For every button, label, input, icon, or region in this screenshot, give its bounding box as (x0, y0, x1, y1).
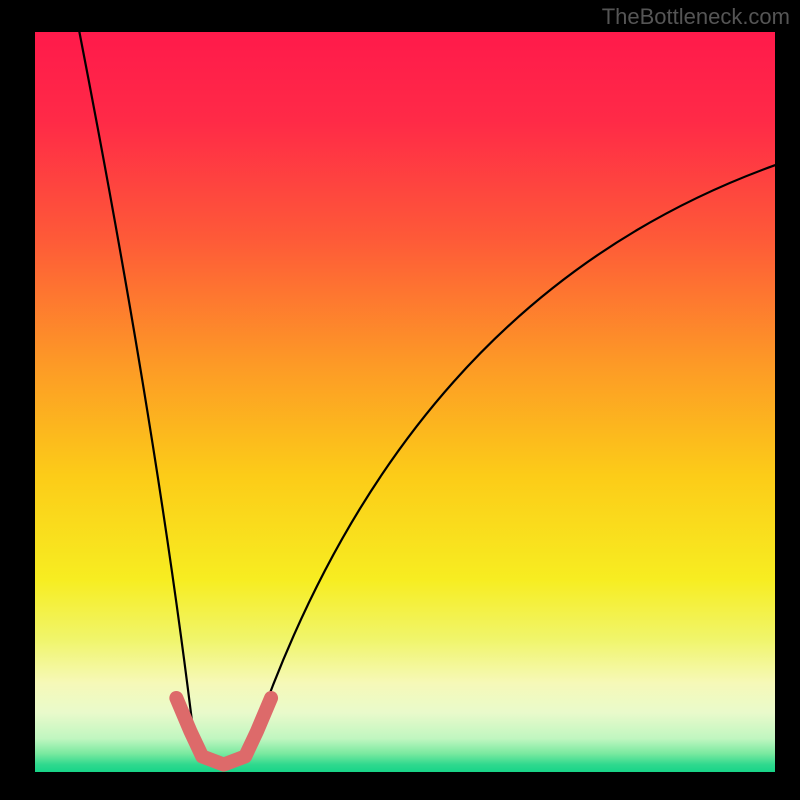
watermark-text: TheBottleneck.com (602, 4, 790, 30)
curve-overlay (35, 32, 775, 772)
plot-area (35, 32, 775, 772)
bottleneck-curve (79, 32, 775, 761)
chart-container: TheBottleneck.com (0, 0, 800, 800)
